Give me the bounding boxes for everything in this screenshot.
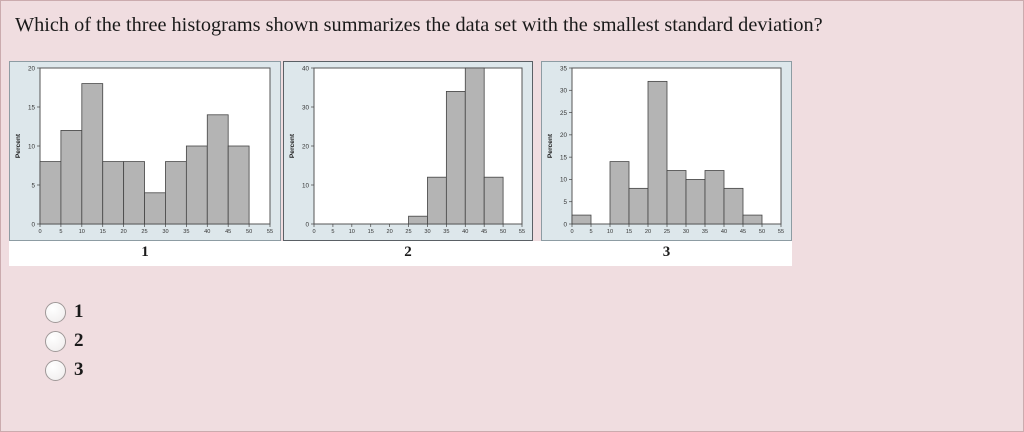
svg-text:25: 25 bbox=[405, 229, 411, 235]
svg-text:35: 35 bbox=[183, 229, 189, 235]
svg-text:20: 20 bbox=[560, 132, 568, 139]
svg-text:5: 5 bbox=[589, 229, 592, 235]
svg-text:30: 30 bbox=[302, 104, 310, 111]
svg-text:10: 10 bbox=[79, 229, 85, 235]
svg-text:55: 55 bbox=[778, 229, 784, 235]
svg-text:Percent: Percent bbox=[15, 133, 22, 158]
svg-text:20: 20 bbox=[387, 229, 393, 235]
svg-text:5: 5 bbox=[331, 229, 334, 235]
svg-text:Percent: Percent bbox=[289, 133, 296, 158]
svg-text:45: 45 bbox=[225, 229, 231, 235]
svg-text:30: 30 bbox=[560, 88, 568, 95]
svg-text:0: 0 bbox=[570, 229, 573, 235]
svg-text:55: 55 bbox=[267, 229, 273, 235]
svg-text:35: 35 bbox=[560, 65, 568, 72]
svg-text:20: 20 bbox=[645, 229, 651, 235]
svg-text:50: 50 bbox=[500, 229, 506, 235]
svg-text:Percent: Percent bbox=[547, 133, 554, 158]
svg-text:20: 20 bbox=[121, 229, 127, 235]
svg-text:25: 25 bbox=[664, 229, 670, 235]
svg-text:5: 5 bbox=[563, 199, 567, 206]
svg-text:30: 30 bbox=[424, 229, 430, 235]
svg-text:45: 45 bbox=[740, 229, 746, 235]
svg-text:10: 10 bbox=[28, 143, 36, 150]
svg-text:35: 35 bbox=[443, 229, 449, 235]
svg-text:20: 20 bbox=[28, 65, 36, 72]
svg-text:15: 15 bbox=[28, 104, 36, 111]
svg-text:5: 5 bbox=[59, 229, 62, 235]
svg-text:0: 0 bbox=[305, 221, 309, 228]
svg-text:15: 15 bbox=[100, 229, 106, 235]
svg-text:40: 40 bbox=[721, 229, 727, 235]
svg-text:10: 10 bbox=[302, 182, 310, 189]
svg-text:25: 25 bbox=[560, 110, 568, 117]
svg-text:0: 0 bbox=[31, 221, 35, 228]
svg-text:0: 0 bbox=[563, 221, 567, 228]
svg-text:15: 15 bbox=[626, 229, 632, 235]
svg-text:45: 45 bbox=[481, 229, 487, 235]
svg-text:20: 20 bbox=[302, 143, 310, 150]
svg-text:50: 50 bbox=[246, 229, 252, 235]
svg-text:50: 50 bbox=[759, 229, 765, 235]
svg-text:55: 55 bbox=[519, 229, 525, 235]
svg-text:35: 35 bbox=[702, 229, 708, 235]
svg-text:40: 40 bbox=[462, 229, 468, 235]
svg-text:30: 30 bbox=[683, 229, 689, 235]
svg-text:40: 40 bbox=[204, 229, 210, 235]
svg-text:0: 0 bbox=[312, 229, 315, 235]
svg-text:0: 0 bbox=[38, 229, 41, 235]
svg-text:40: 40 bbox=[302, 65, 310, 72]
svg-text:15: 15 bbox=[560, 154, 568, 161]
svg-text:10: 10 bbox=[349, 229, 355, 235]
svg-text:30: 30 bbox=[162, 229, 168, 235]
svg-text:25: 25 bbox=[141, 229, 147, 235]
svg-text:5: 5 bbox=[31, 182, 35, 189]
svg-text:15: 15 bbox=[368, 229, 374, 235]
svg-text:10: 10 bbox=[607, 229, 613, 235]
svg-text:10: 10 bbox=[560, 177, 568, 184]
